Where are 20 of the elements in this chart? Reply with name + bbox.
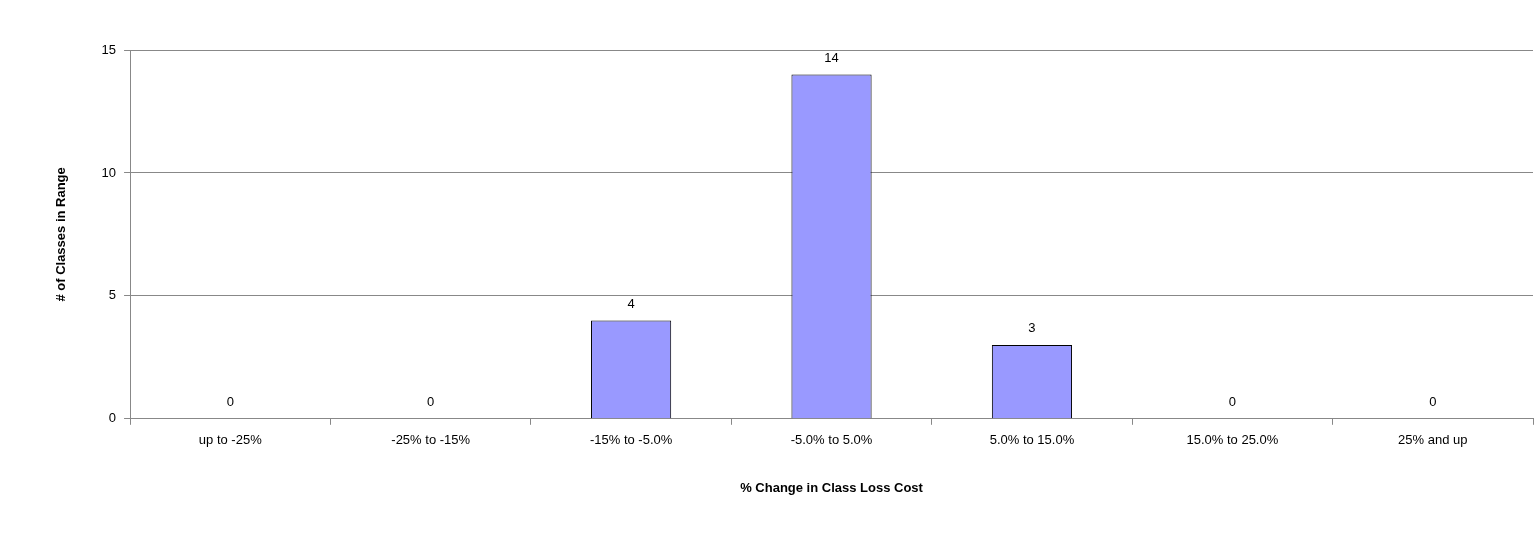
y-axis-title: # of Classes in Range (53, 167, 69, 302)
data-label: 0 (226, 393, 234, 409)
x-tick-label: 25% and up (1398, 432, 1468, 448)
x-axis-title: % Change in Class Loss Cost (740, 479, 924, 495)
y-tick-label: 10 (101, 164, 117, 180)
data-label: 0 (427, 393, 435, 409)
data-label: 4 (627, 295, 635, 311)
data-label: 3 (1028, 320, 1036, 336)
x-tick-label: -15% to -5.0% (589, 432, 673, 448)
y-tick-label: 0 (108, 410, 117, 426)
x-tick-label: up to -25% (198, 432, 263, 448)
y-tick-label: 5 (108, 287, 117, 303)
x-tick-label: -5.0% to 5.0% (790, 432, 873, 448)
data-label: 0 (1429, 393, 1437, 409)
x-tick-label: 5.0% to 15.0% (989, 432, 1075, 448)
x-tick-label: 15.0% to 25.0% (1186, 432, 1279, 448)
x-tick-label: -25% to -15% (391, 432, 471, 448)
y-tick-label: 15 (101, 41, 117, 57)
data-label: 14 (824, 49, 839, 65)
data-label: 0 (1228, 393, 1236, 409)
